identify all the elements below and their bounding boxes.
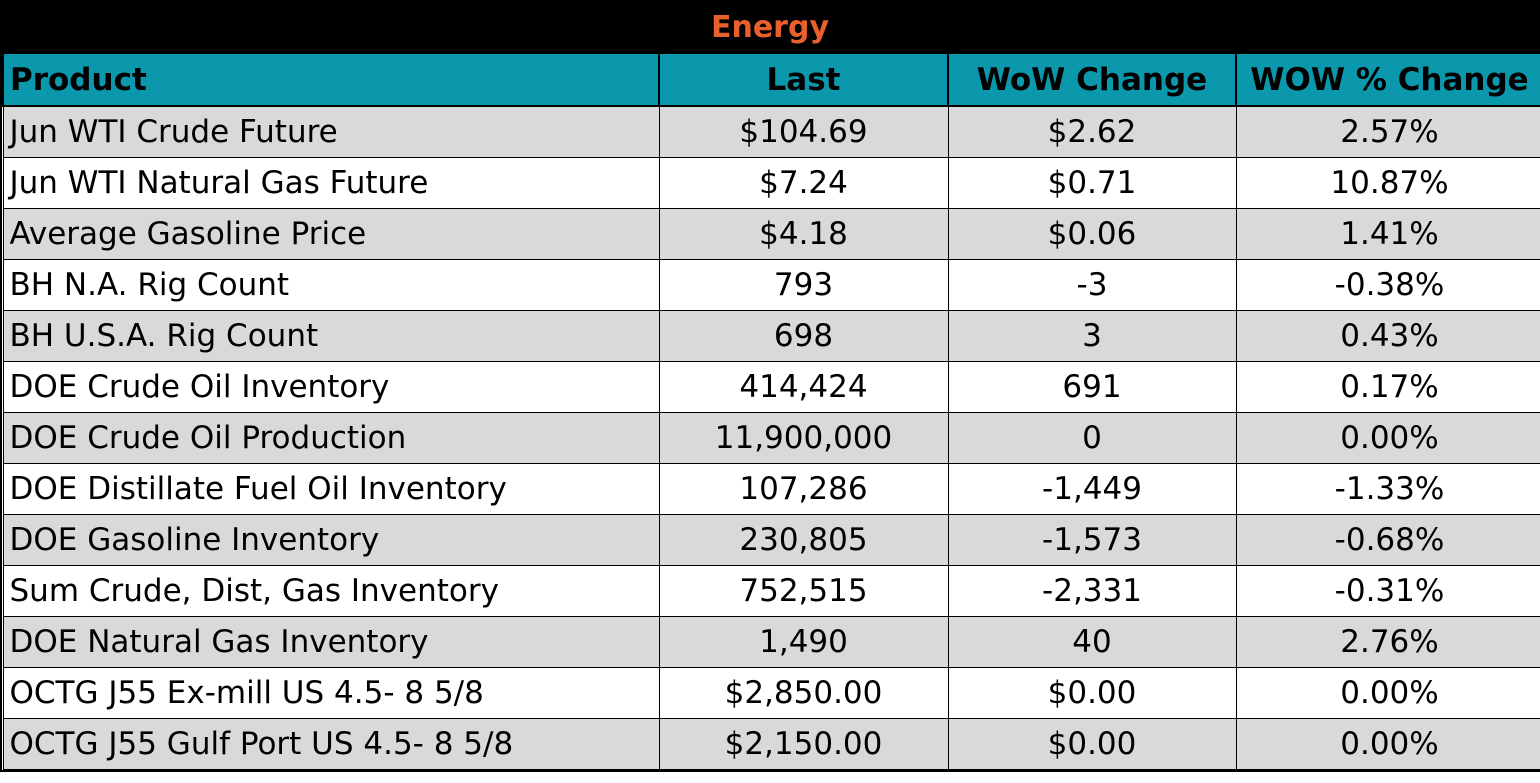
header-wow-change: WoW Change [947, 54, 1237, 107]
cell-wow-change: 40 [947, 615, 1237, 668]
cell-product: DOE Natural Gas Inventory [2, 615, 660, 668]
header-row: Product Last WoW Change WOW % Change [2, 54, 1540, 107]
cell-product: OCTG J55 Gulf Port US 4.5- 8 5/8 [2, 717, 660, 770]
table-body: Jun WTI Crude Future $104.69 $2.62 2.57%… [2, 105, 1540, 770]
cell-last: 11,900,000 [658, 411, 949, 464]
cell-wow-pct: 0.00% [1235, 666, 1540, 719]
cell-last: $2,850.00 [658, 666, 949, 719]
cell-wow-pct: -0.68% [1235, 513, 1540, 566]
cell-last: 230,805 [658, 513, 949, 566]
table-row: Average Gasoline Price $4.18 $0.06 1.41% [2, 207, 1540, 260]
cell-product: Sum Crude, Dist, Gas Inventory [2, 564, 660, 617]
cell-last: 107,286 [658, 462, 949, 515]
cell-last: 1,490 [658, 615, 949, 668]
cell-product: DOE Gasoline Inventory [2, 513, 660, 566]
cell-product: Jun WTI Crude Future [2, 105, 660, 158]
cell-wow-pct: 0.17% [1235, 360, 1540, 413]
title-bar: Energy [0, 0, 1540, 54]
cell-product: DOE Crude Oil Production [2, 411, 660, 464]
cell-product: BH U.S.A. Rig Count [2, 309, 660, 362]
table-row: BH U.S.A. Rig Count 698 3 0.43% [2, 309, 1540, 362]
table-row: OCTG J55 Ex-mill US 4.5- 8 5/8 $2,850.00… [2, 666, 1540, 719]
cell-wow-pct: -1.33% [1235, 462, 1540, 515]
cell-wow-pct: 2.57% [1235, 105, 1540, 158]
table-row: BH N.A. Rig Count 793 -3 -0.38% [2, 258, 1540, 311]
cell-wow-change: -1,449 [947, 462, 1237, 515]
cell-product: Average Gasoline Price [2, 207, 660, 260]
cell-wow-pct: 0.00% [1235, 411, 1540, 464]
cell-last: $4.18 [658, 207, 949, 260]
cell-product: DOE Distillate Fuel Oil Inventory [2, 462, 660, 515]
cell-last: 752,515 [658, 564, 949, 617]
cell-wow-change: 3 [947, 309, 1237, 362]
cell-wow-change: -2,331 [947, 564, 1237, 617]
table-row: DOE Crude Oil Production 11,900,000 0 0.… [2, 411, 1540, 464]
header-product: Product [2, 54, 660, 107]
cell-wow-change: -3 [947, 258, 1237, 311]
cell-wow-pct: 10.87% [1235, 156, 1540, 209]
table-row: DOE Crude Oil Inventory 414,424 691 0.17… [2, 360, 1540, 413]
header-wow-pct-change: WOW % Change [1235, 54, 1540, 107]
cell-wow-pct: 1.41% [1235, 207, 1540, 260]
cell-wow-change: $0.00 [947, 717, 1237, 770]
cell-last: 698 [658, 309, 949, 362]
table-title: Energy [710, 9, 830, 45]
table-header: Product Last WoW Change WOW % Change [2, 54, 1540, 107]
cell-wow-change: $0.00 [947, 666, 1237, 719]
cell-wow-change: -1,573 [947, 513, 1237, 566]
cell-product: BH N.A. Rig Count [2, 258, 660, 311]
energy-table: Product Last WoW Change WOW % Change Jun… [2, 54, 1540, 770]
cell-last: $104.69 [658, 105, 949, 158]
cell-last: 793 [658, 258, 949, 311]
cell-wow-pct: -0.38% [1235, 258, 1540, 311]
table-row: DOE Distillate Fuel Oil Inventory 107,28… [2, 462, 1540, 515]
cell-wow-pct: 2.76% [1235, 615, 1540, 668]
cell-last: $7.24 [658, 156, 949, 209]
table-row: Jun WTI Crude Future $104.69 $2.62 2.57% [2, 105, 1540, 158]
cell-wow-pct: -0.31% [1235, 564, 1540, 617]
table-row: Jun WTI Natural Gas Future $7.24 $0.71 1… [2, 156, 1540, 209]
table-row: DOE Gasoline Inventory 230,805 -1,573 -0… [2, 513, 1540, 566]
cell-last: $2,150.00 [658, 717, 949, 770]
table-container: Product Last WoW Change WOW % Change Jun… [0, 54, 1540, 772]
cell-wow-pct: 0.00% [1235, 717, 1540, 770]
cell-wow-change: 0 [947, 411, 1237, 464]
cell-wow-change: $2.62 [947, 105, 1237, 158]
cell-product: OCTG J55 Ex-mill US 4.5- 8 5/8 [2, 666, 660, 719]
cell-product: Jun WTI Natural Gas Future [2, 156, 660, 209]
table-row: Sum Crude, Dist, Gas Inventory 752,515 -… [2, 564, 1540, 617]
cell-wow-pct: 0.43% [1235, 309, 1540, 362]
cell-wow-change: $0.06 [947, 207, 1237, 260]
cell-wow-change: $0.71 [947, 156, 1237, 209]
cell-last: 414,424 [658, 360, 949, 413]
table-row: DOE Natural Gas Inventory 1,490 40 2.76% [2, 615, 1540, 668]
cell-wow-change: 691 [947, 360, 1237, 413]
table-row: OCTG J55 Gulf Port US 4.5- 8 5/8 $2,150.… [2, 717, 1540, 770]
header-last: Last [658, 54, 949, 107]
cell-product: DOE Crude Oil Inventory [2, 360, 660, 413]
